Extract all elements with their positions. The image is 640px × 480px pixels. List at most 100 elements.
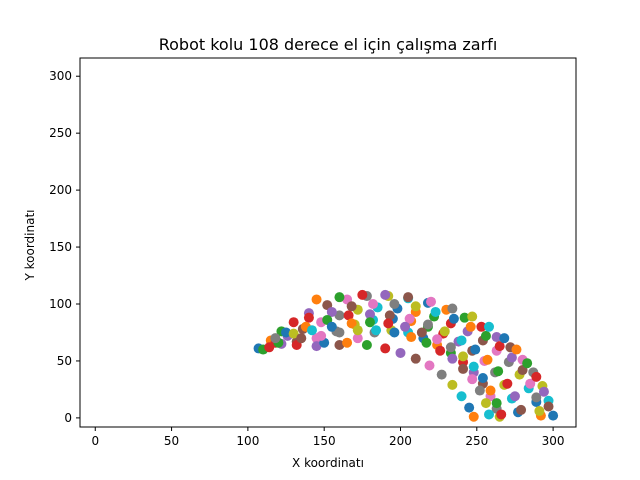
scatter-point (371, 325, 382, 336)
x-tick-label: 0 (91, 434, 99, 448)
scatter-point (326, 321, 337, 332)
scatter-point (416, 327, 427, 338)
scatter-point (264, 342, 275, 353)
scatter-point (439, 326, 450, 337)
scatter-point (516, 404, 527, 415)
scatter-point (436, 369, 447, 380)
scatter-point (281, 327, 292, 338)
scatter-point (346, 301, 357, 312)
scatter-point (447, 353, 458, 364)
scatter-point (502, 378, 513, 389)
scatter-point (311, 341, 322, 352)
scatter-point (352, 333, 363, 344)
scatter-point (316, 330, 327, 341)
scatter-point (296, 333, 307, 344)
scatter-point (334, 292, 345, 303)
y-tick-label: 250 (49, 126, 72, 140)
scatter-point (435, 345, 446, 356)
scatter-point (389, 299, 400, 309)
scatter-point (334, 327, 345, 338)
scatter-point (395, 347, 406, 358)
y-tick-label: 300 (49, 69, 72, 83)
scatter-point (525, 378, 536, 389)
scatter-point (493, 366, 504, 377)
scatter-point (484, 409, 495, 420)
scatter-point (343, 310, 354, 321)
scatter-point (485, 385, 496, 396)
scatter-point (470, 344, 481, 355)
scatter-point (326, 306, 337, 317)
axes: 0 50 100 150 200 250 300 0 50 100 150 200 250 300 (49, 57, 577, 448)
scatter-point (430, 306, 441, 317)
scatter-point (383, 318, 394, 329)
scatter-point (491, 332, 502, 343)
scatter-point (424, 360, 435, 371)
y-axis-label: Y koordinatı (23, 209, 37, 281)
scatter-point (352, 325, 363, 336)
y-tick-label: 200 (49, 183, 72, 197)
scatter-point (403, 292, 414, 303)
scatter-point (364, 309, 375, 320)
scatter-point (426, 296, 437, 307)
scatter-point (494, 341, 505, 352)
scatter-point (432, 334, 443, 345)
scatter-point (400, 321, 411, 332)
x-tick-label: 100 (236, 434, 259, 448)
scatter-point (534, 406, 545, 417)
scatter-point (421, 337, 432, 348)
scatter-point (458, 363, 469, 374)
scatter-point (384, 310, 395, 321)
scatter-points (253, 289, 559, 422)
scatter-point (491, 398, 502, 409)
y-tick-label: 150 (49, 240, 72, 254)
scatter-point (538, 386, 549, 397)
scatter-point (474, 385, 485, 396)
scatter-point (410, 301, 421, 312)
y-tick-label: 50 (57, 354, 72, 368)
scatter-point (458, 351, 469, 362)
scatter-point (306, 325, 317, 336)
x-tick-label: 300 (542, 434, 565, 448)
scatter-point (334, 310, 345, 321)
scatter-point (270, 333, 281, 344)
scatter-point (499, 333, 510, 344)
scatter-point (506, 352, 517, 363)
y-tick-label: 0 (64, 411, 72, 425)
y-tick-label: 100 (49, 297, 72, 311)
scatter-point (342, 337, 353, 348)
scatter-point (468, 361, 479, 372)
scatter-point (406, 332, 417, 343)
x-axis-label: X koordinatı (292, 456, 364, 470)
scatter-point (303, 312, 314, 323)
scatter-point (456, 335, 467, 346)
scatter-point (288, 317, 299, 328)
scatter-point (531, 392, 542, 403)
scatter-point (509, 391, 520, 402)
scatter-point (447, 379, 458, 390)
chart-title: Robot kolu 108 derece el için çalışma za… (159, 35, 498, 54)
scatter-point (522, 358, 533, 369)
scatter-point (480, 398, 491, 409)
scatter-point (456, 391, 467, 402)
scatter-point (445, 342, 456, 353)
scatter-point (368, 299, 379, 309)
scatter-point (464, 402, 475, 413)
scatter-point (531, 371, 542, 382)
scatter-point (468, 411, 479, 422)
scatter-point (447, 303, 458, 314)
scatter-point (380, 289, 391, 300)
scatter-point (511, 344, 522, 355)
scatter-point (548, 410, 559, 421)
scatter-point (334, 340, 345, 350)
x-tick-label: 250 (465, 434, 488, 448)
scatter-point (422, 319, 433, 330)
scatter-point (467, 311, 478, 322)
scatter-point (288, 328, 299, 339)
scatter-point (380, 343, 391, 354)
scatter-point (410, 353, 421, 364)
scatter-point (459, 312, 470, 323)
scatter-point (404, 313, 415, 324)
scatter-point (476, 321, 487, 332)
scatter-point (477, 373, 488, 384)
